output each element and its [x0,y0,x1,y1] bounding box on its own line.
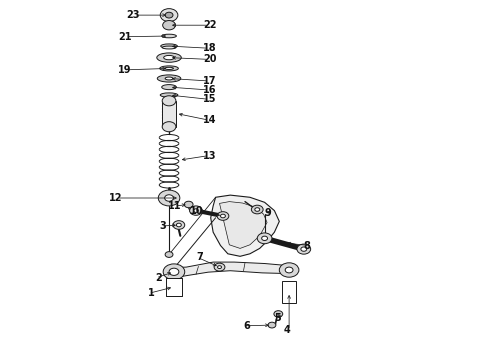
Text: 19: 19 [118,65,131,75]
Ellipse shape [162,34,176,38]
Text: 15: 15 [203,94,217,104]
Circle shape [173,221,185,229]
Circle shape [162,96,176,106]
Text: 20: 20 [203,54,217,64]
Text: 2: 2 [155,273,162,283]
Polygon shape [211,195,279,256]
Circle shape [176,223,181,227]
Bar [162,101,176,127]
Circle shape [158,190,180,206]
Text: 1: 1 [147,288,154,298]
Circle shape [162,122,176,132]
Circle shape [285,267,293,273]
Circle shape [268,322,276,328]
Bar [282,281,296,303]
Circle shape [190,206,202,215]
Text: 4: 4 [283,325,290,336]
Circle shape [163,21,175,30]
Ellipse shape [164,55,174,60]
Text: 23: 23 [126,10,140,20]
Circle shape [297,244,311,254]
Ellipse shape [160,93,178,97]
Ellipse shape [162,85,176,90]
Text: 12: 12 [109,193,122,203]
Text: 17: 17 [203,76,217,86]
Text: 8: 8 [304,240,311,251]
Ellipse shape [165,67,173,69]
Ellipse shape [160,66,178,71]
Circle shape [214,263,225,271]
Circle shape [274,311,283,317]
Ellipse shape [157,75,181,82]
Circle shape [217,212,229,220]
Text: 14: 14 [203,115,217,125]
Circle shape [220,214,225,218]
Text: 7: 7 [196,252,203,262]
Text: 10: 10 [190,206,203,216]
Polygon shape [220,202,267,248]
Circle shape [218,266,221,269]
Bar [166,278,182,296]
Ellipse shape [161,44,177,48]
Text: 16: 16 [203,85,217,95]
Text: 11: 11 [168,201,181,211]
Text: 3: 3 [160,221,167,231]
Text: 21: 21 [118,32,131,42]
Ellipse shape [165,77,173,80]
Text: 22: 22 [203,20,217,30]
Circle shape [262,236,268,240]
Circle shape [165,195,173,201]
Circle shape [257,233,272,244]
Circle shape [184,201,193,208]
Circle shape [163,264,185,280]
Circle shape [255,208,260,211]
Text: 13: 13 [203,150,217,161]
Circle shape [160,9,178,22]
Circle shape [165,12,173,18]
Text: 6: 6 [243,321,250,331]
Polygon shape [174,262,289,276]
Circle shape [194,209,198,212]
Circle shape [301,247,307,251]
Text: 9: 9 [265,208,271,218]
Circle shape [251,205,263,214]
Circle shape [165,252,173,257]
Circle shape [169,268,179,275]
Text: 5: 5 [274,312,281,323]
Circle shape [279,263,299,277]
Ellipse shape [162,46,176,49]
Ellipse shape [157,53,181,62]
Text: 18: 18 [203,43,217,53]
